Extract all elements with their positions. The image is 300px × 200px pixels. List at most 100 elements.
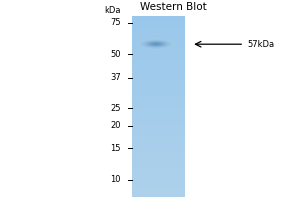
- Bar: [132, 44, 185, 45]
- Text: 75: 75: [110, 18, 121, 27]
- Bar: [132, 124, 185, 125]
- Bar: [132, 148, 185, 149]
- Bar: [132, 188, 185, 189]
- Bar: [132, 189, 185, 190]
- Bar: [132, 85, 185, 86]
- Bar: [132, 183, 185, 184]
- Bar: [132, 193, 185, 194]
- Bar: [132, 159, 185, 160]
- Bar: [132, 52, 185, 53]
- Bar: [132, 138, 185, 139]
- Bar: [132, 58, 185, 59]
- Bar: [132, 88, 185, 89]
- Bar: [132, 140, 185, 141]
- Bar: [132, 156, 185, 157]
- Bar: [132, 35, 185, 36]
- Bar: [132, 108, 185, 109]
- Bar: [132, 63, 185, 64]
- Bar: [132, 126, 185, 127]
- Bar: [132, 195, 185, 196]
- Bar: [132, 169, 185, 170]
- Bar: [132, 163, 185, 164]
- Bar: [132, 122, 185, 123]
- Bar: [132, 73, 185, 74]
- Bar: [132, 132, 185, 133]
- Bar: [132, 57, 185, 58]
- Bar: [132, 62, 185, 63]
- Bar: [132, 102, 185, 103]
- Bar: [132, 127, 185, 128]
- Bar: [132, 174, 185, 175]
- Bar: [132, 161, 185, 162]
- Bar: [132, 109, 185, 110]
- Bar: [132, 165, 185, 166]
- Bar: [132, 179, 185, 180]
- Bar: [132, 186, 185, 187]
- Text: 20: 20: [110, 121, 121, 130]
- Bar: [132, 157, 185, 158]
- Bar: [132, 53, 185, 54]
- Bar: [132, 152, 185, 153]
- Bar: [132, 133, 185, 134]
- Bar: [132, 101, 185, 102]
- Bar: [132, 64, 185, 65]
- Bar: [132, 71, 185, 72]
- Bar: [132, 31, 185, 32]
- Bar: [132, 55, 185, 56]
- Bar: [132, 120, 185, 121]
- Bar: [132, 18, 185, 19]
- Bar: [132, 177, 185, 178]
- Bar: [132, 112, 185, 113]
- Bar: [132, 84, 185, 85]
- Bar: [132, 82, 185, 83]
- Bar: [132, 36, 185, 37]
- Bar: [132, 77, 185, 78]
- Text: 10: 10: [110, 175, 121, 184]
- Bar: [132, 68, 185, 69]
- Bar: [132, 100, 185, 101]
- Bar: [132, 25, 185, 26]
- Bar: [132, 87, 185, 88]
- Bar: [132, 150, 185, 151]
- Bar: [132, 70, 185, 71]
- Text: Western Blot: Western Blot: [140, 2, 207, 12]
- Bar: [132, 187, 185, 188]
- Bar: [132, 51, 185, 52]
- Bar: [132, 103, 185, 104]
- Bar: [132, 86, 185, 87]
- Bar: [132, 21, 185, 22]
- Text: 50: 50: [110, 50, 121, 59]
- Bar: [132, 164, 185, 165]
- Bar: [132, 116, 185, 117]
- Bar: [132, 27, 185, 28]
- Bar: [132, 162, 185, 163]
- Bar: [132, 97, 185, 98]
- Bar: [132, 115, 185, 116]
- Bar: [132, 180, 185, 181]
- Bar: [132, 149, 185, 150]
- Bar: [132, 46, 185, 47]
- Bar: [132, 39, 185, 40]
- Bar: [132, 151, 185, 152]
- Bar: [132, 90, 185, 91]
- Text: kDa: kDa: [104, 6, 121, 15]
- Bar: [132, 134, 185, 135]
- Bar: [132, 105, 185, 106]
- Bar: [132, 56, 185, 57]
- Text: 15: 15: [110, 144, 121, 153]
- Bar: [132, 60, 185, 61]
- Bar: [132, 50, 185, 51]
- Bar: [132, 190, 185, 191]
- Bar: [132, 118, 185, 119]
- Bar: [132, 168, 185, 169]
- Bar: [132, 170, 185, 171]
- Bar: [132, 38, 185, 39]
- Bar: [132, 37, 185, 38]
- Bar: [132, 194, 185, 195]
- Bar: [132, 142, 185, 143]
- Bar: [132, 79, 185, 80]
- Bar: [132, 184, 185, 185]
- Bar: [132, 75, 185, 76]
- Bar: [132, 167, 185, 168]
- Bar: [132, 146, 185, 147]
